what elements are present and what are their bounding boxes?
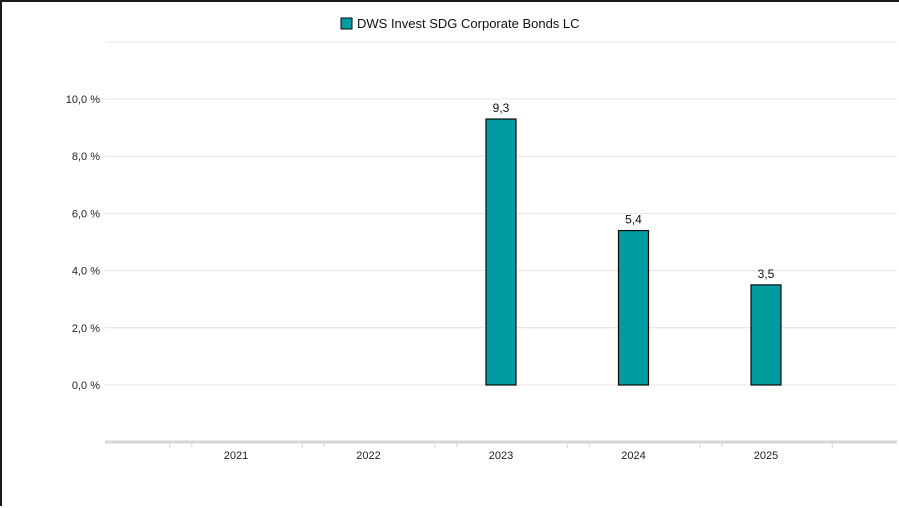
x-tick-label: 2021 (224, 450, 248, 462)
y-tick-label: 2,0 % (72, 323, 100, 335)
bar-2024[interactable] (617, 229, 650, 386)
legend-swatch (340, 17, 353, 30)
bar-2023[interactable] (485, 118, 517, 386)
y-tick-label: 4,0 % (72, 266, 100, 278)
y-tick-label: 0,0 % (72, 380, 100, 392)
bars (485, 118, 782, 386)
data-labels: 9,3 5,4 3,5 (493, 101, 775, 281)
data-label-2025: 3,5 (758, 267, 775, 281)
legend-label: DWS Invest SDG Corporate Bonds LC (357, 16, 580, 31)
legend[interactable]: DWS Invest SDG Corporate Bonds LC (340, 16, 580, 31)
data-label-2023: 9,3 (493, 101, 510, 115)
bar-2025[interactable] (750, 284, 782, 386)
y-tick-label: 6,0 % (72, 208, 100, 220)
y-tick-label: 10,0 % (66, 94, 100, 106)
data-label-2024: 5,4 (625, 213, 642, 227)
x-axis-labels: 2021 2022 2023 2024 2025 (224, 450, 778, 462)
x-tick-label: 2025 (754, 450, 778, 462)
x-tick-label: 2023 (489, 450, 513, 462)
y-axis-labels: 0,0 % 2,0 % 4,0 % 6,0 % 8,0 % 10,0 % (66, 94, 100, 392)
x-tick-label: 2022 (356, 450, 380, 462)
x-axis (105, 440, 897, 448)
x-tick-label: 2024 (621, 450, 645, 462)
y-tick-label: 8,0 % (72, 151, 100, 163)
